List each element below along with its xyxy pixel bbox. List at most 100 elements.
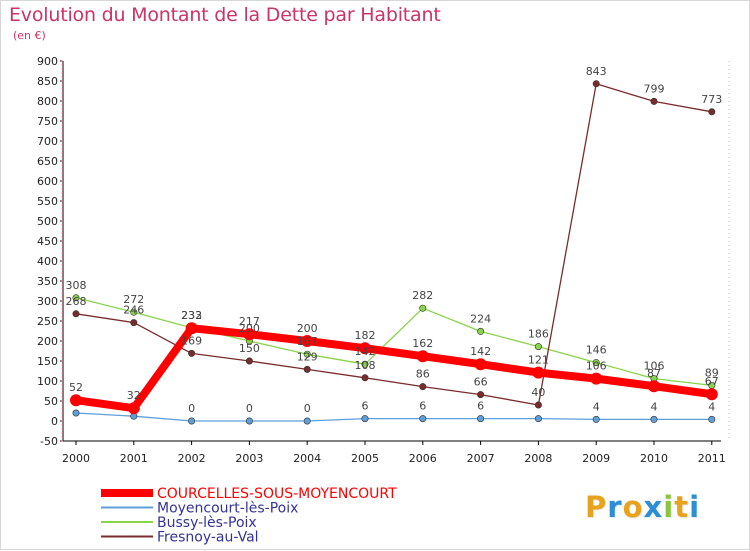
data-point <box>188 417 196 425</box>
data-point <box>477 391 485 399</box>
data-point <box>72 310 80 318</box>
y-tick-label: 400 <box>37 255 58 268</box>
logo-letter: i <box>689 490 701 524</box>
y-tick-label: 750 <box>37 115 58 128</box>
legend-label: Fresnoy-au-Val <box>157 530 259 546</box>
data-label: 4 <box>593 400 600 413</box>
data-point <box>477 327 485 335</box>
y-tick-label: 800 <box>37 95 58 108</box>
x-tick-label: 2006 <box>409 452 437 465</box>
data-label: 142 <box>355 345 376 358</box>
data-point <box>127 402 140 415</box>
legend-label: Moyencourt-lès-Poix <box>157 501 298 517</box>
logo-letter: P <box>585 490 608 524</box>
data-label: 0 <box>304 402 311 415</box>
data-point <box>188 349 196 357</box>
data-point <box>705 388 718 401</box>
data-point <box>592 80 600 88</box>
series-points <box>70 80 718 425</box>
chart-title: Evolution du Montant de la Dette par Hab… <box>9 4 441 26</box>
data-label: 0 <box>246 402 253 415</box>
data-point <box>303 365 311 373</box>
data-label: 246 <box>123 304 144 317</box>
data-point <box>419 304 427 312</box>
data-label: 232 <box>181 309 202 322</box>
legend-label: Bussy-lès-Poix <box>157 515 257 531</box>
data-label: 799 <box>644 82 665 95</box>
x-tick-labels: 2000 2001 2002 2003 2004 2005 2006 2007 2008 2009… <box>62 452 726 465</box>
data-point <box>419 415 427 423</box>
data-point <box>474 358 487 371</box>
data-label: 146 <box>586 344 607 357</box>
data-label: 66 <box>474 376 488 389</box>
data-label: 129 <box>297 350 318 363</box>
series-line-courcelles-sous-moyencourt <box>75 324 713 413</box>
data-point <box>361 360 369 368</box>
y-tick-label: 350 <box>37 275 58 288</box>
data-point <box>592 359 600 367</box>
data-label: 6 <box>362 400 369 413</box>
y-tick-label: 450 <box>37 235 58 248</box>
data-point <box>361 374 369 382</box>
x-tick-label: 2002 <box>178 452 206 465</box>
data-label: 6 <box>477 400 484 413</box>
y-tick-label: 850 <box>37 75 58 88</box>
data-point <box>477 415 485 423</box>
x-tick-label: 2008 <box>524 452 552 465</box>
data-label: 272 <box>123 293 144 306</box>
logo-letter: o <box>622 490 644 524</box>
chart-subtitle: (en €) <box>13 29 46 42</box>
data-point <box>245 357 253 365</box>
data-label: 4 <box>651 400 658 413</box>
logo-letter: r <box>607 490 623 524</box>
data-label: 150 <box>239 342 260 355</box>
data-point <box>416 350 429 363</box>
data-label: 186 <box>528 328 549 341</box>
data-point <box>361 415 369 423</box>
data-label: 52 <box>69 381 83 394</box>
data-label: 108 <box>355 359 376 372</box>
data-label: 268 <box>66 295 87 308</box>
y-tick-label: -50 <box>40 435 58 448</box>
x-tick-label: 2001 <box>120 452 148 465</box>
data-label: 843 <box>586 65 607 78</box>
data-point <box>648 380 660 393</box>
x-tick-label: 2010 <box>640 452 668 465</box>
legend-label: COURCELLES-SOUS-MOYENCOURT <box>157 486 397 502</box>
data-label: 87 <box>647 367 661 380</box>
y-tick-label: 700 <box>37 135 58 148</box>
series-line-bussy-l-s-poix <box>75 297 712 387</box>
y-tick-label: 200 <box>37 335 58 348</box>
x-tick-label: 2005 <box>351 452 379 465</box>
logo-letter: t <box>674 490 690 524</box>
y-tick-label: 50 <box>44 395 58 408</box>
data-point <box>243 328 256 341</box>
data-point <box>650 415 658 423</box>
data-label: 167 <box>297 335 318 348</box>
data-point <box>534 343 542 351</box>
data-point <box>303 417 311 425</box>
data-point <box>532 366 545 379</box>
data-label: 121 <box>528 354 549 367</box>
data-point <box>534 401 542 409</box>
proxiti-logo: Proxiti <box>585 490 700 524</box>
data-label: 0 <box>188 402 195 415</box>
series-lines <box>75 83 713 422</box>
y-tick-label: 550 <box>37 195 58 208</box>
y-tick-label: 150 <box>37 355 58 368</box>
y-tick-label: 650 <box>37 155 58 168</box>
data-point <box>592 415 600 423</box>
data-label: 106 <box>644 360 665 373</box>
data-label: 773 <box>701 93 722 106</box>
data-point <box>359 342 371 355</box>
y-tick-label: 600 <box>37 175 58 188</box>
legend: COURCELLES-SOUS-MOYENCOURTMoyencourt-lès… <box>101 486 397 546</box>
data-label: 4 <box>708 400 715 413</box>
data-point <box>303 350 311 358</box>
data-label: 233 <box>181 309 202 322</box>
axes <box>60 60 730 445</box>
data-label: 32 <box>127 389 141 402</box>
